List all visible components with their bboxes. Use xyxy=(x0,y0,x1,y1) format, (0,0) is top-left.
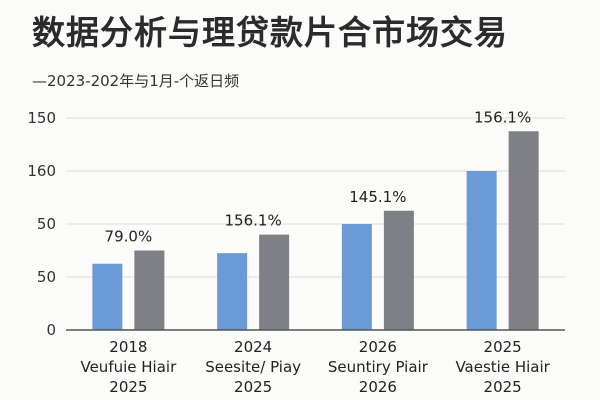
y-tick-label: 0 xyxy=(46,321,56,339)
x-category-label: 2025 xyxy=(484,378,522,396)
x-category-label: 2026 xyxy=(359,338,397,356)
x-category-label: Veufuie Hiair xyxy=(80,358,177,376)
x-category-label: 2025 xyxy=(109,378,147,396)
bar-series-2 xyxy=(134,250,165,330)
bar-series-2 xyxy=(383,210,414,330)
y-tick-label: 160 xyxy=(27,162,56,180)
bar-series-2 xyxy=(259,234,290,330)
x-category-label: 2024 xyxy=(234,338,272,356)
y-tick-label: 150 xyxy=(27,109,56,127)
x-category-label: 2025 xyxy=(234,378,272,396)
bar-series-1 xyxy=(341,224,372,330)
x-category-label: 2018 xyxy=(109,338,147,356)
bar-series-1 xyxy=(92,263,123,330)
data-label: 156.1% xyxy=(474,108,531,126)
data-label: 79.0% xyxy=(105,228,153,246)
x-axis-category-labels: 2018 Veufuie Hiair 2025 2024 Seesite/ Piay 20… xyxy=(80,338,550,396)
x-category-label: Vaestie Hiair xyxy=(455,358,550,376)
bars xyxy=(92,131,539,330)
x-category-label: 2025 xyxy=(484,338,522,356)
data-label: 145.1% xyxy=(349,188,406,206)
data-labels: 79.0% 156.1% 145.1% 156.1% xyxy=(105,108,532,245)
y-tick-label: 50 xyxy=(37,215,56,233)
y-tick-label: 50 xyxy=(37,268,56,286)
x-category-label: 2026 xyxy=(359,378,397,396)
chart-title: 数据分析与理贷款片合市场交易 xyxy=(32,13,508,52)
y-axis-tick-labels: 150 160 50 50 0 xyxy=(27,109,56,339)
x-category-label: Seesite/ Piay xyxy=(205,358,301,376)
bar-series-1 xyxy=(217,253,248,330)
bar-series-1 xyxy=(466,171,497,330)
data-label: 156.1% xyxy=(225,212,282,230)
x-category-label: Seuntiry Piair xyxy=(328,358,429,376)
bar-series-2 xyxy=(508,131,539,330)
chart-subtitle: —2023-202年与1月-个返日频 xyxy=(32,72,240,90)
